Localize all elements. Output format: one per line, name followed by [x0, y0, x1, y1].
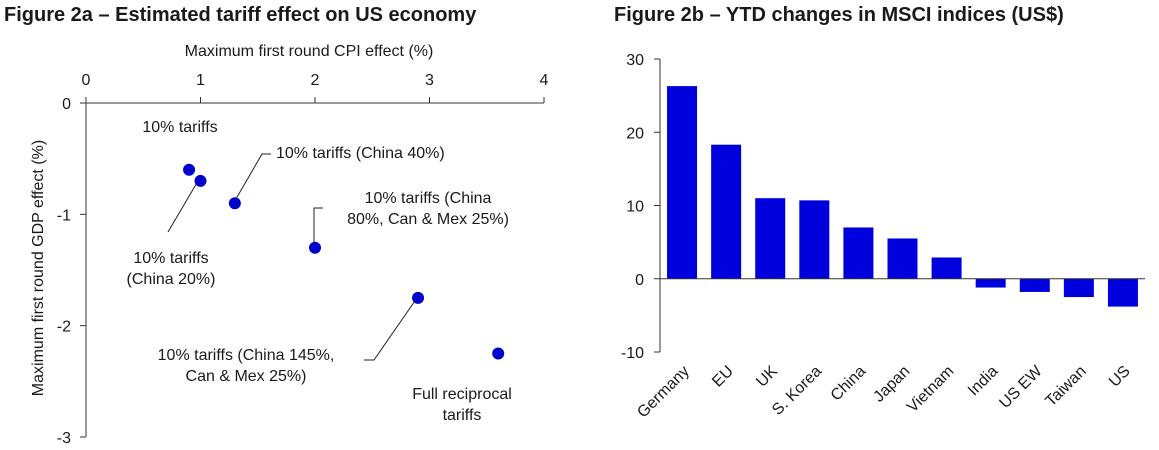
category-label: EU	[709, 363, 737, 391]
category-label: Germany	[634, 363, 693, 422]
x-tick-label: 2	[311, 72, 320, 89]
y-tick-label: 0	[635, 272, 644, 289]
scatter-point	[412, 291, 425, 304]
bar	[843, 227, 874, 279]
annotation-label: Full reciprocal	[412, 386, 512, 403]
scatter-point	[194, 174, 207, 187]
bar	[755, 198, 786, 279]
figure-2a-title: Figure 2a – Estimated tariff effect on U…	[4, 4, 477, 26]
scatter-chart-2a: 0 1 2 3 4 0 -1 -2 -3 Maximum first round CPI effe…	[30, 43, 549, 447]
figure-2b-title: Figure 2b – YTD changes in MSCI indices …	[614, 4, 1064, 26]
x-tick-label: 1	[196, 72, 205, 89]
annotation-label: 10% tariffs	[142, 119, 217, 136]
y-tick-label: -2	[57, 319, 71, 336]
category-label: India	[965, 363, 1002, 400]
bar	[975, 278, 1006, 288]
y-axis-title: Maximum first round GDP effect (%)	[30, 140, 47, 396]
bar	[799, 200, 830, 279]
category-label: S. Korea	[769, 363, 825, 419]
annotation-label: 10% tariffs (China 145%,	[158, 347, 335, 364]
category-label: Vietnam	[904, 363, 957, 416]
y-tick-label: 30	[626, 52, 644, 69]
y-tick-label: -1	[57, 207, 71, 224]
scatter-point	[228, 197, 241, 210]
category-label: China	[828, 363, 870, 405]
annotation-label: 10% tariffs (China	[365, 190, 492, 207]
bar	[667, 86, 698, 279]
bar	[1019, 278, 1050, 292]
x-tick-label: 0	[82, 72, 91, 89]
annotation-leader-line	[313, 207, 323, 248]
annotation-label: 10% tariffs	[133, 250, 208, 267]
annotation-label: 80%, Can & Mex 25%)	[347, 211, 509, 228]
annotation-leader-line	[167, 180, 199, 233]
x-tick-label: 4	[540, 72, 549, 89]
annotation-label: (China 20%)	[127, 271, 216, 288]
annotation-label: 10% tariffs (China 40%)	[276, 145, 445, 162]
category-label: Japan	[870, 363, 913, 406]
annotation-leader-line	[232, 153, 271, 205]
y-tick-label: -3	[57, 430, 71, 447]
x-axis-title: Maximum first round CPI effect (%)	[185, 43, 434, 60]
y-tick-label: 20	[626, 125, 644, 142]
bar	[1107, 278, 1138, 307]
scatter-point	[492, 347, 505, 360]
x-tick-label: 3	[425, 72, 434, 89]
scatter-point	[183, 163, 196, 176]
bar	[1063, 278, 1094, 298]
category-label: Taiwan	[1042, 363, 1089, 410]
category-label: US EW	[996, 362, 1046, 412]
category-label: US	[1106, 363, 1134, 391]
bar	[931, 257, 962, 279]
annotation-leader-line	[364, 297, 418, 361]
y-tick-label: 10	[626, 199, 644, 216]
annotation-label: Can & Mex 25%)	[186, 368, 307, 385]
scatter-point	[309, 241, 321, 254]
annotation-label: tariffs	[443, 407, 482, 424]
bar	[711, 144, 742, 279]
bar	[887, 238, 918, 279]
y-tick-label: 0	[62, 96, 71, 113]
y-tick-label: -10	[621, 345, 644, 362]
category-label: UK	[753, 363, 781, 391]
